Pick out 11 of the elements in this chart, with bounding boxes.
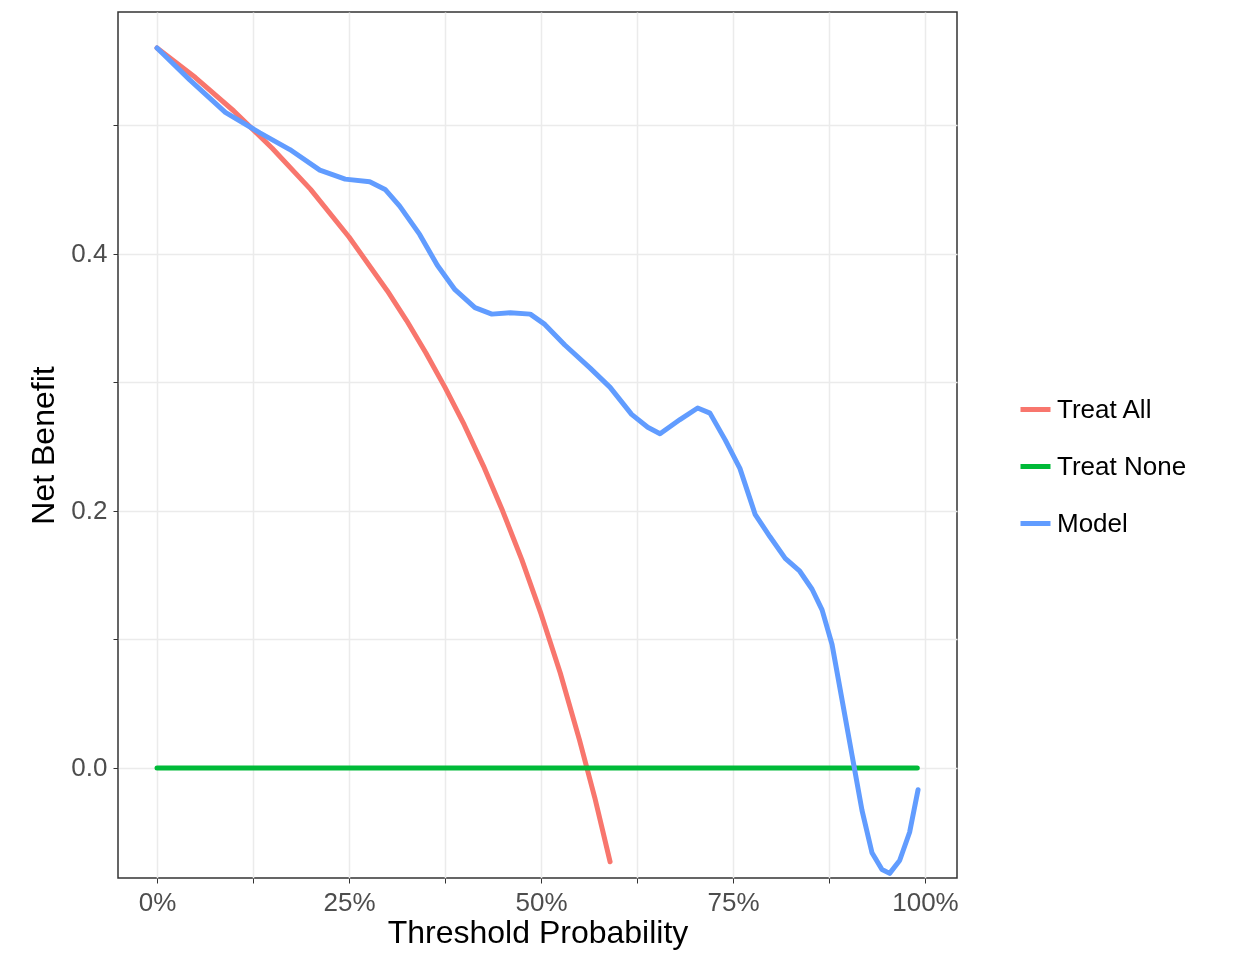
x-tick-label: 100% — [892, 886, 959, 917]
legend-label: Treat None — [1057, 450, 1187, 481]
legend-label: Model — [1057, 507, 1128, 538]
x-tick-label: 75% — [707, 886, 760, 917]
y-axis-title: Net Benefit — [25, 366, 62, 525]
x-tick-label: 0% — [138, 886, 177, 917]
y-tick-label: 0.0 — [71, 752, 108, 783]
y-tick-label: 0.4 — [71, 238, 108, 269]
x-tick-label: 25% — [323, 886, 376, 917]
y-tick-label: 0.2 — [71, 495, 108, 526]
legend-label: Treat All — [1057, 393, 1152, 424]
